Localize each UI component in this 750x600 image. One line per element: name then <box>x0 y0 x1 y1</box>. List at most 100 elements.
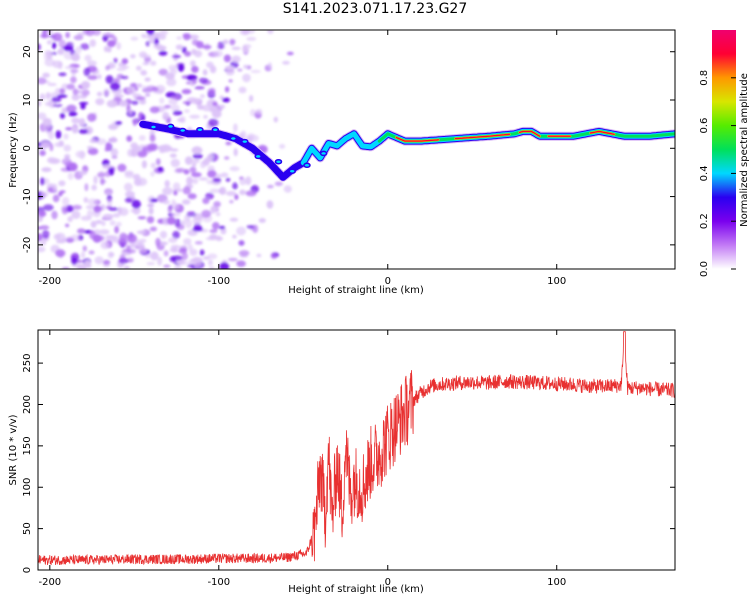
noise-blob <box>58 72 67 77</box>
noise-blob <box>113 213 121 218</box>
noise-blob <box>80 215 92 221</box>
noise-blob <box>107 197 113 207</box>
noise-blob <box>199 249 205 256</box>
noise-blob <box>85 205 96 210</box>
noise-blob <box>43 124 51 130</box>
noise-blob <box>89 138 97 144</box>
noise-blob <box>231 55 241 63</box>
noise-blob <box>121 58 129 65</box>
y-tick-label: -20 <box>22 237 33 253</box>
noise-blob <box>139 238 147 243</box>
noise-blob <box>182 101 192 105</box>
noise-blob <box>194 241 203 245</box>
noise-blob <box>96 91 103 97</box>
noise-blob <box>182 33 191 37</box>
noise-blob <box>57 48 65 55</box>
noise-blob <box>59 190 66 194</box>
noise-blob <box>131 199 141 209</box>
noise-blob <box>87 147 99 155</box>
noise-blob <box>137 216 147 220</box>
noise-blob <box>225 191 237 196</box>
noise-blob <box>189 248 198 256</box>
noise-blob <box>215 212 221 217</box>
noise-blob <box>185 219 193 229</box>
noise-blob <box>105 142 111 151</box>
noise-blob <box>157 166 164 172</box>
noise-blob <box>172 54 181 59</box>
noise-blob <box>135 96 146 101</box>
noise-blob <box>238 250 250 257</box>
noise-blob <box>146 30 155 36</box>
noise-blob <box>67 172 74 180</box>
noise-blob <box>181 46 187 54</box>
noise-blob <box>211 205 217 213</box>
noise-blob <box>131 100 139 105</box>
noise-blob <box>193 98 203 103</box>
noise-blob <box>68 111 78 117</box>
noise-blob <box>87 60 97 67</box>
noise-blob <box>136 230 146 235</box>
noise-blob <box>245 190 257 197</box>
noise-blob <box>202 256 210 260</box>
noise-blob <box>105 192 113 196</box>
noise-blob <box>124 197 133 203</box>
noise-blob <box>123 265 130 269</box>
colorbar-tick-label: 0.0 <box>699 261 710 277</box>
noise-blob <box>236 226 247 236</box>
noise-blob <box>157 145 169 151</box>
noise-blob <box>231 46 241 51</box>
noise-blob <box>124 182 133 192</box>
noise-blob <box>267 30 274 34</box>
spectrogram-ylabel: Frequency (Hz) <box>8 112 19 188</box>
noise-blob <box>116 221 122 227</box>
noise-blob <box>61 158 72 165</box>
noise-blob <box>183 169 190 175</box>
noise-blob <box>177 63 185 72</box>
noise-blob <box>55 130 62 139</box>
noise-blob <box>159 230 168 239</box>
noise-blob <box>200 94 205 99</box>
noise-blob <box>228 79 233 83</box>
noise-blob <box>239 177 247 186</box>
noise-blob <box>77 228 86 234</box>
ridge-blob <box>196 126 204 133</box>
noise-blob <box>198 177 209 181</box>
noise-blob <box>242 44 252 49</box>
noise-blob <box>116 67 127 71</box>
noise-blob <box>63 133 69 140</box>
noise-blob <box>247 30 256 34</box>
noise-blob <box>242 73 251 83</box>
noise-blob <box>208 266 215 269</box>
noise-blob <box>227 257 238 262</box>
noise-blob <box>207 253 218 260</box>
noise-blob <box>71 117 80 124</box>
noise-blob <box>170 202 180 211</box>
noise-blob <box>207 170 217 178</box>
noise-blob <box>170 244 181 249</box>
noise-blob <box>42 118 52 126</box>
noise-blob <box>79 150 86 160</box>
noise-blob <box>215 173 222 179</box>
noise-blob <box>61 206 68 215</box>
noise-blob <box>93 205 103 213</box>
noise-blob <box>233 148 238 157</box>
noise-blob <box>148 207 154 215</box>
noise-blob <box>49 143 54 152</box>
noise-blob <box>52 60 63 69</box>
noise-blob <box>102 213 114 219</box>
noise-blob <box>181 252 188 260</box>
noise-blob <box>198 77 209 84</box>
colorbar-label: Normalized spectral amplitude <box>739 73 750 227</box>
noise-blob <box>78 101 89 105</box>
noise-blob <box>44 101 51 106</box>
noise-blob <box>142 88 153 93</box>
noise-blob <box>141 160 147 169</box>
noise-blob <box>55 249 66 258</box>
noise-blob <box>109 220 116 226</box>
noise-blob <box>194 50 203 58</box>
x-tick-label: 0 <box>385 276 391 287</box>
noise-blob <box>117 163 127 172</box>
noise-blob <box>150 251 159 261</box>
noise-blob <box>71 204 82 210</box>
